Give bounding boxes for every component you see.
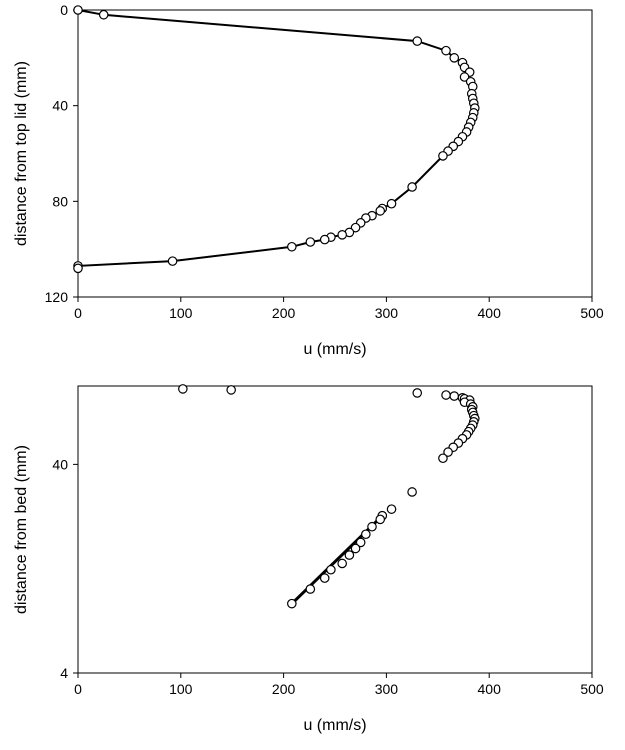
top-data-point [73,5,83,15]
bottom-data-point [386,504,397,514]
bottom-data-point [337,558,347,569]
top-x-tick-label: 300 [375,305,399,321]
bottom-x-ticks: 0 100 200 300 400 500 [74,673,604,697]
bottom-x-axis-label: u (mm/s) [303,717,366,734]
bottom-data-point [443,447,453,457]
bottom-data-point [226,385,236,395]
bottom-data-point [178,384,188,394]
top-data-point [459,72,470,82]
top-data-point [337,230,347,240]
top-y-ticks: 0 40 80 120 [45,2,78,305]
top-data-point [350,222,361,233]
top-data-point [73,263,83,274]
chart-top-velocity-profile: 0 100 200 300 400 500 0 40 80 120 u (mm/s) dista… [13,2,604,358]
bottom-data-point [407,487,417,497]
bottom-x-tick-label: 200 [272,681,296,697]
bottom-data-point [344,550,355,560]
top-x-tick-label: 200 [272,305,296,321]
top-x-tick-label: 100 [169,305,193,321]
top-data-point [305,237,316,247]
top-x-ticks: 0 100 200 300 400 500 [74,297,604,321]
bottom-y-axis-label: distance from bed (mm) [13,445,30,614]
bottom-data-point [441,390,451,400]
top-data-point [98,9,109,20]
bottom-data-point [305,584,316,594]
bottom-data-point [355,537,366,548]
chart-bottom-log-profile: 0 100 200 300 400 500 4 40 u (mm/s) distance f… [13,384,604,734]
bottom-data-point [412,388,423,398]
top-y-tick-label: 120 [45,289,69,305]
bottom-x-tick-label: 500 [580,681,604,697]
bottom-x-tick-label: 400 [478,681,502,697]
bottom-data-point [361,529,371,540]
bottom-series [178,384,480,609]
top-x-axis-label: u (mm/s) [303,341,366,358]
top-series [73,5,480,274]
bottom-x-tick-label: 300 [375,681,399,697]
bottom-data-point [326,564,336,575]
top-x-tick-label: 0 [74,305,82,321]
top-data-point [319,234,330,245]
top-data-point [449,53,460,63]
bottom-data-point [367,521,377,532]
top-data-point [438,151,448,161]
top-data-point [287,241,297,252]
top-data-point [167,256,178,266]
top-data-point [441,45,451,56]
bottom-data-point [287,598,297,609]
top-y-axis-label: distance from top lid (mm) [13,61,30,246]
bottom-data-point [438,453,448,464]
bottom-x-tick-label: 0 [74,681,82,697]
top-data-point [407,182,417,192]
bottom-plot-frame [77,385,593,674]
top-y-tick-label: 40 [52,98,68,114]
top-data-point [375,206,386,216]
bottom-data-point [350,543,361,554]
top-plot-frame [77,9,593,298]
top-data-point [412,36,423,46]
top-y-tick-label: 0 [60,2,68,18]
bottom-x-tick-label: 100 [169,681,193,697]
bottom-data-point [375,514,386,525]
top-data-point [386,198,397,209]
bottom-y-tick-label: 4 [60,665,68,681]
top-series-line [77,9,476,269]
top-x-tick-label: 400 [478,305,502,321]
top-x-tick-label: 500 [580,305,604,321]
bottom-y-tick-label: 40 [52,456,68,472]
bottom-data-point [449,391,460,401]
bottom-data-point [319,573,330,583]
top-y-tick-label: 80 [52,193,68,209]
bottom-y-ticks: 4 40 [52,456,78,681]
